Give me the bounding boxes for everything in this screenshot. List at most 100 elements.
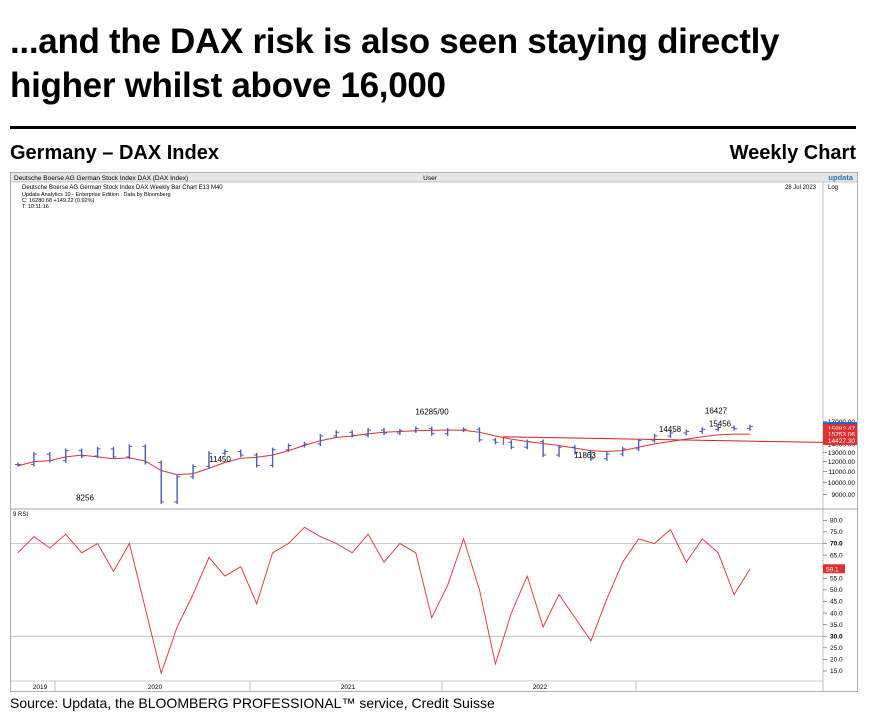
price-bar bbox=[126, 444, 133, 459]
price-bar bbox=[142, 444, 149, 465]
price-bar bbox=[94, 446, 101, 459]
annotation-label: 11450 bbox=[209, 455, 231, 464]
price-bar bbox=[381, 428, 387, 436]
rsi-tick-label: 50.0 bbox=[830, 587, 843, 594]
rsi-value-tag-label: 59.1 bbox=[826, 566, 839, 573]
price-bar bbox=[619, 446, 626, 457]
price-bar bbox=[747, 424, 753, 431]
rsi-tick-label: 55.0 bbox=[830, 575, 843, 582]
annotation-label: 11863 bbox=[574, 451, 596, 460]
chart-close-readout: C: 16280.68 +149.22 (0.92%) bbox=[22, 198, 94, 204]
price-bar bbox=[62, 448, 69, 463]
rsi-panel: 59.1 bbox=[17, 526, 845, 675]
price-bar bbox=[15, 462, 21, 467]
price-bar bbox=[365, 428, 372, 438]
rsi-tick-label: 25.0 bbox=[830, 645, 843, 652]
price-tag: 15253.06 bbox=[823, 429, 857, 439]
chart-instrument-label: Deutsche Boerse AG German Stock Index DA… bbox=[14, 175, 188, 182]
price-tag: 14427.30 bbox=[823, 435, 857, 445]
price-bar bbox=[667, 430, 674, 439]
rsi-tick-label: 45.0 bbox=[830, 599, 843, 606]
chart-time-readout: T: 10:11:16 bbox=[22, 204, 49, 210]
price-bar bbox=[78, 448, 85, 459]
price-bar bbox=[444, 428, 451, 436]
rsi-tick-label: 30.0 bbox=[830, 633, 843, 640]
price-tag-label: 15253.06 bbox=[828, 432, 855, 439]
price-bar bbox=[587, 450, 594, 461]
dax-chart: Deutsche Boerse AG German Stock Index DA… bbox=[9, 171, 859, 693]
rsi-tick-label: 80.0 bbox=[830, 518, 843, 525]
rsi-tick-label: 35.0 bbox=[830, 622, 843, 629]
price-bar bbox=[253, 453, 260, 468]
price-bar bbox=[221, 449, 228, 456]
chart-subtitle: Germany – DAX Index bbox=[10, 142, 219, 164]
rsi-tick-label: 20.0 bbox=[830, 657, 843, 664]
price-bar bbox=[715, 425, 722, 432]
price-tag-label: 14427.30 bbox=[828, 438, 855, 445]
price-bar bbox=[428, 426, 435, 436]
rsi-line bbox=[17, 526, 751, 675]
rsi-value-tag-bg bbox=[823, 564, 845, 574]
annotation-label: 16285/90 bbox=[415, 408, 449, 417]
price-bar bbox=[524, 439, 531, 450]
price-bar bbox=[174, 474, 181, 504]
price-bar bbox=[317, 433, 324, 446]
title-divider bbox=[10, 126, 856, 129]
price-bar bbox=[731, 425, 738, 431]
annotation-label: 8256 bbox=[76, 493, 94, 502]
source-note: Source: Updata, the BLOOMBERG PROFESSION… bbox=[10, 695, 495, 711]
rsi-tick-label: 40.0 bbox=[830, 610, 843, 617]
price-bar bbox=[285, 443, 292, 452]
price-bar bbox=[635, 438, 642, 451]
price-bar bbox=[396, 428, 403, 436]
time-axis-label: 2020 bbox=[148, 684, 163, 691]
price-bar bbox=[651, 433, 658, 443]
price-tag-bg bbox=[823, 435, 857, 445]
price-bars bbox=[15, 424, 753, 504]
price-bar bbox=[301, 441, 308, 448]
annotation-label: 15456 bbox=[709, 420, 732, 429]
chart-user-label: User bbox=[423, 175, 438, 182]
price-bar bbox=[158, 460, 165, 504]
price-tick-label: 13000.00 bbox=[828, 450, 855, 457]
trendlines bbox=[502, 436, 824, 445]
rsi-tick-label: 70.0 bbox=[830, 541, 843, 548]
price-bar bbox=[46, 452, 53, 463]
price-tick-label: 12000.00 bbox=[828, 459, 855, 466]
annotation-label: 14458 bbox=[659, 425, 682, 434]
rsi-tick-label: 65.0 bbox=[830, 552, 843, 559]
price-tag-bg bbox=[823, 424, 857, 434]
time-axis-label: 2022 bbox=[533, 684, 548, 691]
annotation-label: 16427 bbox=[705, 407, 728, 416]
price-bar bbox=[110, 446, 117, 459]
rsi-tick-label: 75.0 bbox=[830, 529, 843, 536]
rsi-value-tag: 59.1 bbox=[823, 564, 845, 574]
price-bar bbox=[508, 440, 515, 450]
price-bar bbox=[556, 445, 563, 458]
dax-chart-svg: Deutsche Boerse AG German Stock Index DA… bbox=[9, 171, 859, 693]
price-bar bbox=[349, 430, 356, 438]
chart-scale-label: Log bbox=[828, 185, 838, 191]
price-bar bbox=[269, 447, 276, 468]
price-bar bbox=[460, 427, 467, 433]
price-bar bbox=[30, 452, 37, 467]
chart-date: 28 Jul 2023 bbox=[785, 185, 817, 191]
price-bar bbox=[571, 445, 578, 455]
price-bar bbox=[699, 427, 706, 434]
rsi-label: 9 RSI bbox=[13, 512, 28, 518]
price-bar bbox=[205, 451, 212, 469]
price-bar bbox=[540, 439, 547, 458]
price-tick-label: 9000.00 bbox=[832, 492, 856, 499]
price-bar bbox=[237, 449, 244, 458]
rsi-tick-label: 15.0 bbox=[830, 668, 843, 675]
price-tick-label: 10000.00 bbox=[828, 480, 855, 487]
price-bar bbox=[190, 464, 197, 479]
chart-description: Deutsche Boerse AG German Stock Index DA… bbox=[22, 185, 223, 191]
chart-vendor: Updata Analytics 10 - Enterprise Edition… bbox=[22, 192, 171, 198]
price-bar bbox=[492, 437, 499, 445]
time-axis-label: 2019 bbox=[33, 684, 48, 691]
chart-timeframe: Weekly Chart bbox=[729, 142, 856, 164]
resistance-trendline bbox=[503, 436, 824, 443]
price-bar bbox=[333, 430, 340, 439]
